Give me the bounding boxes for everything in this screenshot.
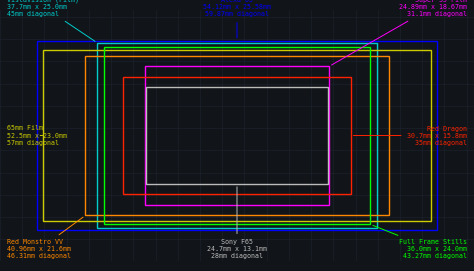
Text: Sony F65
24.7mm x 13.1mm
28mm diagonal: Sony F65 24.7mm x 13.1mm 28mm diagonal (207, 187, 267, 259)
Text: Super 35 Film
24.89mm x 18.67mm
31.1mm diagonal: Super 35 Film 24.89mm x 18.67mm 31.1mm d… (332, 0, 466, 65)
Text: Alexa 65
54.12mm x 25.58mm
59.87mm diagonal: Alexa 65 54.12mm x 25.58mm 59.87mm diago… (203, 0, 271, 38)
Text: VistaVision (Film)
37.7mm x 25.0mm
45mm diagonal: VistaVision (Film) 37.7mm x 25.0mm 45mm … (8, 0, 95, 41)
Text: Full Frame Stills
36.0mm x 24.0mm
43.27mm diagonal: Full Frame Stills 36.0mm x 24.0mm 43.27m… (373, 225, 466, 259)
Bar (85, 56, 389, 215)
Bar (36, 41, 438, 230)
Bar (43, 50, 431, 221)
Text: 65mm Film
52.5mm x 23.0mm
57mm diagonal: 65mm Film 52.5mm x 23.0mm 57mm diagonal (8, 125, 67, 146)
Bar (145, 66, 329, 205)
Text: Red Monstro VV
40.96mm x 21.6mm
46.31mm diagonal: Red Monstro VV 40.96mm x 21.6mm 46.31mm … (8, 217, 83, 259)
Bar (104, 47, 370, 224)
Bar (146, 87, 328, 184)
Bar (97, 43, 377, 228)
Text: Red Dragon
30.7mm x 15.8mm
35mm diagonal: Red Dragon 30.7mm x 15.8mm 35mm diagonal (354, 125, 466, 146)
Bar (123, 77, 351, 194)
